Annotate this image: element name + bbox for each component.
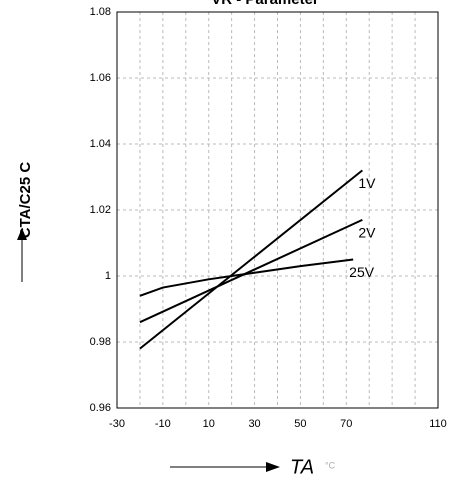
y-axis-label: CTA/C25 C bbox=[17, 162, 34, 239]
y-tick-label: 1.04 bbox=[90, 138, 111, 150]
y-arrow-head bbox=[17, 228, 27, 240]
series-label: 1V bbox=[358, 175, 376, 191]
x-tick-label: -30 bbox=[109, 418, 125, 430]
y-tick-label: 0.98 bbox=[90, 336, 111, 348]
y-tick-label: 1.02 bbox=[90, 204, 111, 216]
y-tick-label: 0.96 bbox=[90, 402, 111, 414]
x-axis-unit: °C bbox=[325, 460, 336, 470]
series-line bbox=[139, 169, 363, 350]
x-axis-label: TA bbox=[290, 456, 314, 478]
x-tick-label: 70 bbox=[340, 418, 352, 430]
x-arrow-head bbox=[266, 462, 280, 472]
series-label: 25V bbox=[349, 264, 375, 280]
y-tick-label: 1 bbox=[105, 270, 111, 282]
x-tick-label: 10 bbox=[203, 418, 215, 430]
series-line bbox=[139, 258, 354, 297]
y-tick-label: 1.06 bbox=[90, 72, 111, 84]
x-tick-label: 30 bbox=[248, 418, 260, 430]
plot-frame bbox=[116, 11, 439, 409]
chart-title: VR - Parameter bbox=[211, 0, 319, 8]
y-tick-label: 1.08 bbox=[90, 6, 111, 18]
x-tick-label: 50 bbox=[294, 418, 306, 430]
series-label: 2V bbox=[358, 225, 376, 241]
x-tick-label: 110 bbox=[429, 418, 447, 430]
x-tick-label: -10 bbox=[155, 418, 171, 430]
series-line bbox=[139, 218, 363, 324]
